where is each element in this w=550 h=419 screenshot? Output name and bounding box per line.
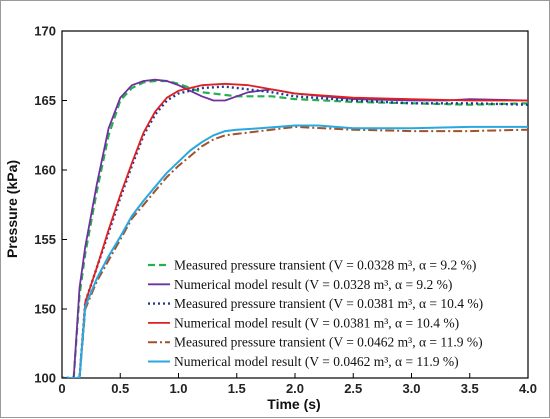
y-axis-title: Pressure (kPa): [4, 160, 20, 258]
y-tick-label: 150: [34, 302, 56, 317]
y-tick-label: 170: [34, 24, 56, 39]
series-line-5: [62, 125, 528, 378]
x-tick-label: 1.0: [169, 381, 187, 396]
y-tick-label: 165: [34, 93, 56, 108]
y-tick-label: 100: [34, 371, 56, 386]
legend-label-5: Measured pressure transient (V = 0.0462 …: [174, 335, 483, 350]
x-tick-label: 1.5: [228, 381, 246, 396]
series-line-6: [62, 124, 528, 378]
legend: Measured pressure transient (V = 0.0328 …: [148, 258, 483, 369]
x-tick-label: 2.0: [286, 381, 304, 396]
legend-label-3: Measured pressure transient (V = 0.0381 …: [174, 296, 483, 311]
legend-label-4: Numerical model result (V = 0.0381 m³, α…: [174, 315, 459, 330]
x-tick-label: 3.0: [402, 381, 420, 396]
x-tick-label: 0.5: [111, 381, 129, 396]
legend-label-6: Numerical model result (V = 0.0462 m³, α…: [174, 354, 459, 369]
legend-label-2: Numerical model result (V = 0.0328 m³, α…: [174, 277, 452, 292]
legend-label-1: Measured pressure transient (V = 0.0328 …: [174, 258, 476, 273]
y-tick-label: 155: [34, 232, 56, 247]
x-axis-title: Time (s): [267, 396, 320, 412]
y-tick-label: 160: [34, 163, 56, 178]
series-lines: [62, 78, 528, 378]
x-tick-label: 0: [58, 381, 65, 396]
x-tick-label: 3.5: [461, 381, 479, 396]
series-line-4: [62, 82, 528, 378]
axes: 0 0.5 1.0 1.5 2.0 2.5 3.0 3.5 4.0 100 150 155 160 165…: [34, 24, 537, 397]
series-line-2: [62, 78, 528, 378]
x-tick-label: 4.0: [519, 381, 537, 396]
x-tick-label: 2.5: [344, 381, 362, 396]
